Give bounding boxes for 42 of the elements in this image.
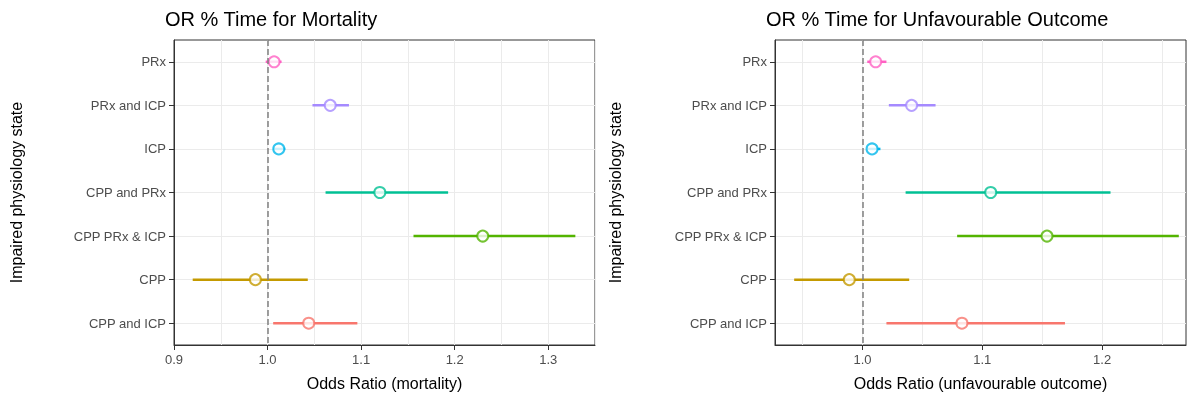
point [373, 186, 387, 199]
x-tick-label: 1.2 [1093, 352, 1112, 367]
y-tick-label: CPP [139, 272, 166, 288]
y-tick-label: CPP and PRx [86, 185, 167, 200]
x-axis-title: Odds Ratio (unfavourable outcome) [853, 374, 1108, 392]
y-tick-label: ICP [745, 141, 767, 157]
point [248, 273, 262, 287]
point [267, 55, 281, 69]
chart-title: OR % Time for Mortality [165, 8, 378, 30]
x-tick-label: 1.0 [853, 352, 872, 367]
y-tick-label: CPP and ICP [88, 315, 166, 331]
y-tick-label: PRx and ICP [691, 97, 767, 113]
x-axis-title: Odds Ratio (mortality) [306, 374, 463, 392]
point [476, 229, 490, 243]
point [865, 142, 879, 156]
y-tick-label: ICP [144, 141, 166, 157]
point [869, 55, 883, 69]
point [272, 142, 286, 156]
point [1040, 229, 1054, 243]
y-axis-title: Impaired physiology state [606, 101, 624, 284]
y-tick-label: CPP and ICP [689, 315, 767, 331]
y-tick-label: PRx and ICP [90, 97, 166, 113]
y-tick-label: CPP PRx & ICP [73, 228, 166, 244]
y-tick-label: CPP PRx & ICP [674, 228, 767, 244]
chart-title: OR % Time for Unfavourable Outcome [766, 8, 1109, 30]
y-tick-label: CPP and PRx [687, 185, 768, 200]
x-tick-label: 1.1 [352, 352, 371, 367]
y-tick-label: PRx [141, 54, 167, 70]
point [955, 316, 969, 330]
point [842, 273, 856, 287]
y-tick-label: CPP [740, 272, 767, 288]
point [302, 316, 316, 330]
x-tick-label: 1.0 [258, 352, 277, 367]
x-tick-label: 0.9 [164, 352, 184, 367]
x-tick-label: 1.1 [973, 352, 992, 367]
point [905, 98, 919, 112]
y-tick-label: PRx [742, 54, 768, 70]
x-tick-label: 1.3 [539, 352, 558, 367]
y-axis-title: Impaired physiology state [7, 101, 25, 284]
x-tick-label: 1.2 [445, 352, 464, 367]
point [323, 98, 337, 112]
point [984, 186, 998, 199]
